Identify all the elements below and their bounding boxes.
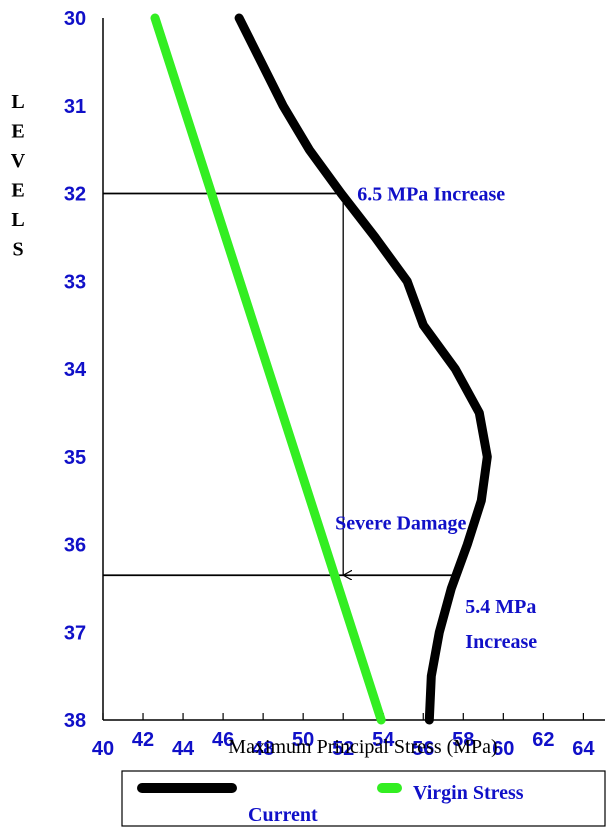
x-axis-title: Maximum Principal Stress (MPa): [228, 736, 497, 758]
y-axis-title-letter: E: [11, 180, 24, 202]
series-line-current: [234, 13, 492, 725]
x-tick-label: 48: [252, 738, 274, 760]
annotation-label: 5.4 MPa: [465, 596, 536, 618]
y-tick-label: 31: [64, 96, 86, 118]
y-axis-title-letter: S: [12, 239, 23, 261]
x-tick-marks: [102, 713, 584, 720]
annotation-label: Increase: [465, 631, 537, 653]
y-axis-title-letter: V: [11, 150, 26, 172]
annotations: 6.5 MPa Increase Severe Damage 5.4 MPa Incr…: [335, 184, 537, 654]
legend-box: [121, 770, 606, 827]
x-tick-labels: 40 42 44 46 48 50 52 54 56 58 60 62 64: [92, 729, 596, 760]
y-tick-label: 33: [64, 271, 86, 293]
legend-label-current: Current: [248, 804, 318, 826]
y-axis-title-letter: L: [11, 91, 24, 113]
annotation-label: Severe Damage: [335, 513, 466, 535]
x-tick-label: 50: [292, 729, 314, 751]
y-tick-label: 35: [64, 447, 86, 469]
y-axis-title-letter: E: [11, 121, 24, 143]
x-tick-label: 44: [172, 738, 195, 760]
y-tick-label: 34: [64, 359, 87, 381]
legend-label-virgin-stress: Virgin Stress: [413, 782, 524, 804]
y-tick-label: 37: [64, 622, 86, 644]
annotation-label: 6.5 MPa Increase: [357, 184, 505, 206]
x-tick-label: 64: [572, 738, 595, 760]
series-layer: [150, 13, 492, 725]
x-tick-label: 42: [132, 729, 154, 751]
x-tick-label: 62: [532, 729, 554, 751]
x-tick-label: 60: [492, 738, 514, 760]
y-tick-label: 30: [64, 8, 86, 30]
x-tick-label: 46: [212, 729, 234, 751]
y-tick-label: 32: [64, 184, 86, 206]
y-axis-title-letter: L: [11, 209, 24, 231]
y-tick-label: 36: [64, 535, 86, 557]
series-line-virgin-stress: [150, 13, 386, 725]
x-tick-label: 40: [92, 738, 114, 760]
reference-lines: [103, 192, 460, 576]
y-tick-label: 38: [64, 710, 86, 732]
y-tick-labels: 30 31 32 33 34 35 36 37 38: [64, 8, 87, 732]
x-tick-label: 52: [332, 738, 354, 760]
x-tick-label: 56: [412, 738, 434, 760]
x-tick-label: 54: [372, 729, 395, 751]
x-tick-label: 58: [452, 729, 474, 751]
